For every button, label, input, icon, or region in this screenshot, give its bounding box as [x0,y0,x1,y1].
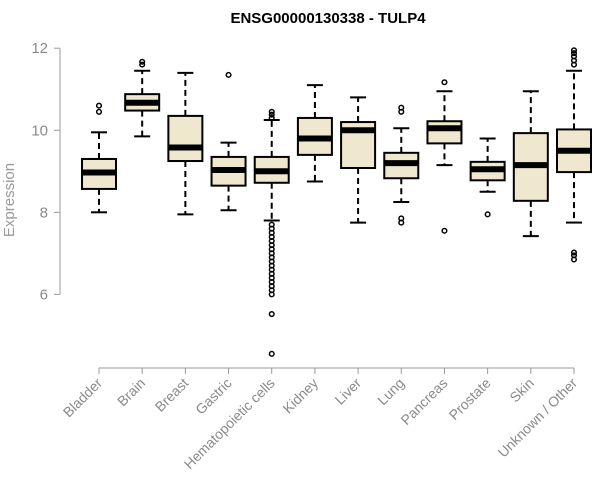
outlier-point [225,71,232,78]
outlier-point [570,53,578,60]
outlier-point [570,249,578,256]
outlier-point [441,227,448,234]
x-tick-label: Lung [374,375,407,408]
box-group [124,58,161,138]
box-series [81,47,592,357]
x-tick-label: Brain [114,375,148,409]
outlier-point [441,79,448,86]
outlier-point [268,291,275,298]
x-tick-label: Skin [506,375,537,406]
box-group [81,102,117,214]
y-axis: 6 8 10 12 [31,40,61,303]
y-tick-label: 12 [31,40,48,57]
y-axis-label: Expression [1,163,18,237]
outlier-point [268,108,275,115]
outlier-point [139,58,146,65]
y-tick-label: 8 [40,204,48,221]
outlier-point [268,350,275,357]
box-group [253,108,290,357]
x-tick-label: Kidney [279,375,321,417]
box-group [210,71,247,212]
outlier-point [570,50,578,57]
x-tick-label: Breast [152,375,192,415]
box-iqr [167,114,204,163]
box-group [469,137,506,218]
y-tick-label: 10 [31,122,48,139]
box-group [167,71,204,216]
x-tick-label: Bladder [60,375,106,421]
box-group [296,84,333,183]
box-group [426,79,463,234]
x-tick-label: Unknown / Other [495,375,581,461]
box-iqr [426,120,463,145]
outlier-point [398,104,405,111]
outlier-point [268,111,275,118]
outlier-point [95,102,103,109]
x-tick-label: Prostate [446,375,494,423]
outlier-point [484,211,491,218]
outlier-point [268,311,275,318]
outlier-point [268,114,275,121]
x-tick-label: Pancreas [397,375,450,428]
outlier-point [570,47,578,54]
box-group [512,90,549,238]
outlier-point [95,108,103,115]
outlier-point [398,215,405,222]
x-tick-label: Liver [331,375,364,408]
box-group [556,47,592,263]
box-group [340,96,377,224]
box-group [383,104,420,226]
y-tick-label: 6 [40,286,48,303]
outlier-point [570,252,578,259]
outlier-point [139,61,146,68]
x-tick-label: Gastric [192,375,235,418]
chart-title: ENSG00000130338 - TULP4 [230,10,426,27]
